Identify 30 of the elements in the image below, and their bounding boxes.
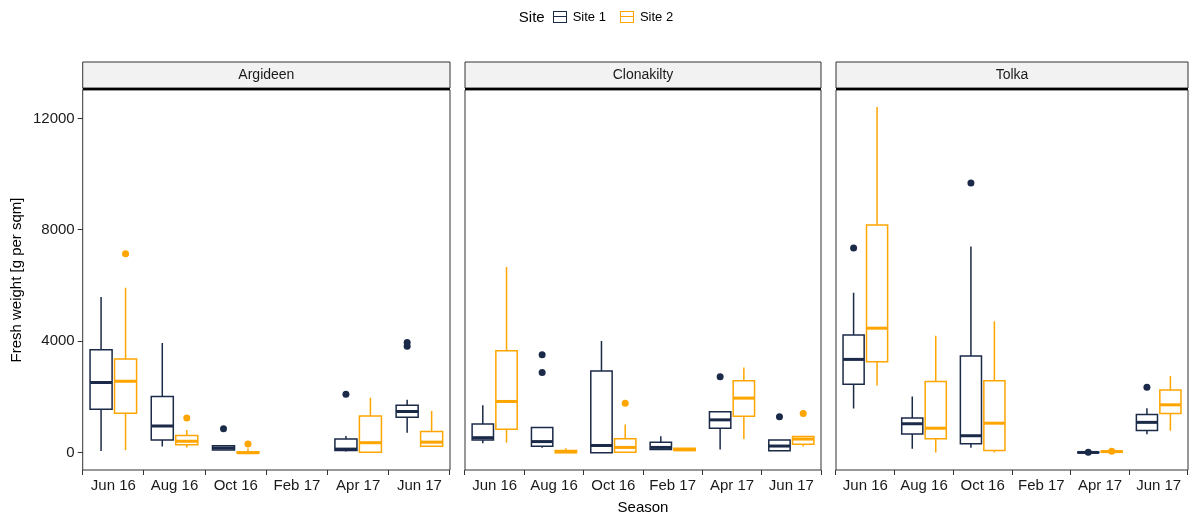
x-tick-label: Jun 17	[1136, 476, 1182, 494]
x-tick-label: Jun 16	[90, 476, 136, 494]
y-tick-label: 4000	[41, 331, 75, 349]
legend-label: Site 1	[572, 9, 606, 24]
chart-title: Clonakilty	[612, 65, 674, 82]
x-axis-title: Season	[617, 497, 669, 515]
x-tick-label: Feb 17	[1017, 476, 1065, 494]
x-tick-label: Feb 17	[649, 476, 697, 494]
chart-title: Argideen	[238, 65, 295, 82]
x-tick-label: Jun 16	[842, 476, 888, 494]
y-tick-label: 0	[66, 442, 75, 460]
legend-label: Site 2	[639, 9, 674, 24]
y-tick-label: 12000	[32, 108, 75, 126]
x-tick-label: Jun 16	[472, 476, 518, 494]
y-tick-label: 8000	[41, 219, 75, 237]
legend-title: Site	[518, 8, 545, 25]
chart-title: Tolka	[995, 65, 1029, 82]
x-tick-label: Aug 16	[150, 476, 199, 494]
x-tick-label: Apr 17	[709, 476, 755, 494]
x-tick-label: Oct 16	[591, 476, 636, 494]
x-tick-label: Aug 16	[530, 476, 578, 494]
x-tick-label: Jun 17	[396, 476, 442, 494]
x-tick-label: Feb 17	[273, 476, 321, 494]
x-tick-label: Jun 17	[768, 476, 814, 494]
x-tick-label: Oct 16	[960, 476, 1005, 494]
x-tick-label: Aug 16	[900, 476, 948, 494]
y-axis-title: Fresh weight [g per sqm]	[7, 197, 25, 363]
x-tick-label: Apr 17	[1077, 476, 1123, 494]
x-tick-label: Apr 17	[336, 476, 381, 494]
x-tick-label: Oct 16	[213, 476, 258, 494]
